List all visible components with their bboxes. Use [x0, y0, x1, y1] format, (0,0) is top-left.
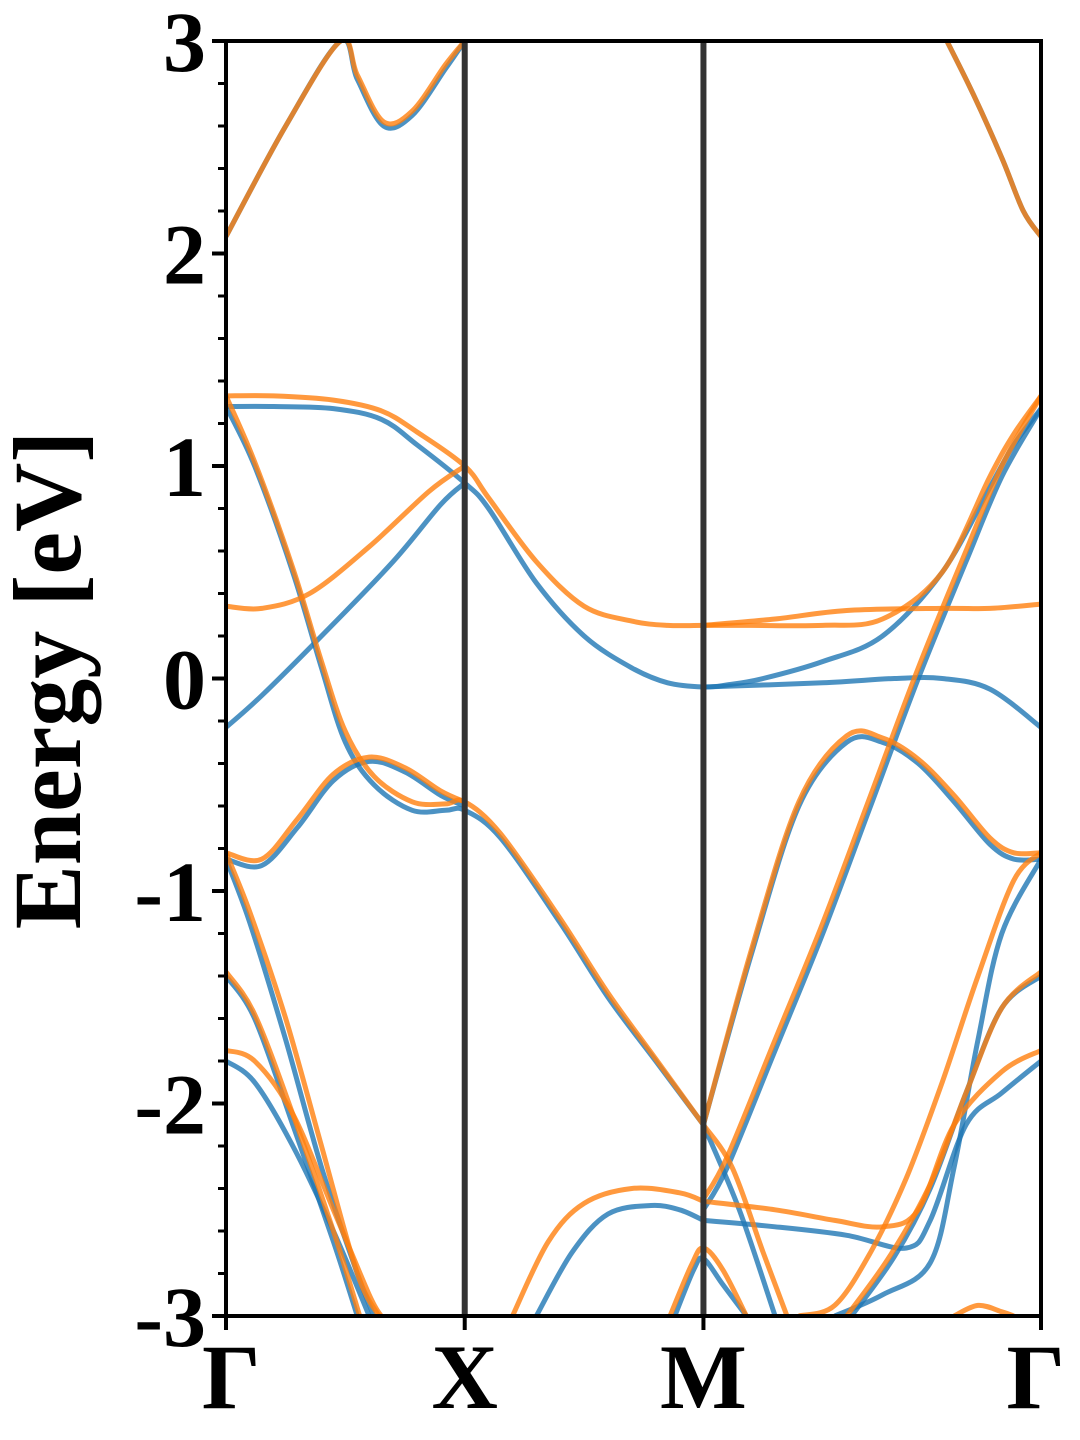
band-line-series-0-band-0	[226, 41, 467, 238]
band-line-series-1-band-13	[703, 1048, 1041, 1230]
band-line-series-1-band-0	[226, 41, 467, 238]
y-tick-label-2: -1	[134, 844, 206, 940]
band-line-series-1-band-4	[703, 601, 1041, 628]
band-line-series-0-band-6	[226, 758, 466, 870]
band-line-series-0-band-8	[701, 407, 1041, 1212]
band-line-series-1-band-7	[700, 728, 1041, 1126]
y-axis-label: Energy [eV]	[0, 431, 101, 930]
band-line-series-0-band-2	[226, 403, 1041, 690]
band-line-series-0-band-4	[703, 675, 1041, 730]
band-line-series-1-band-1	[944, 41, 1041, 238]
band-line-series-1-band-2	[226, 393, 1041, 629]
bands-layer	[226, 41, 1041, 1316]
band-line-series-1-band-15	[701, 1123, 790, 1316]
band-line-series-0-band-12	[534, 1202, 705, 1316]
band-line-series-1-band-8	[701, 394, 1041, 1201]
band-line-series-1-band-12	[510, 1185, 705, 1316]
band-line-series-1-band-11	[226, 1047, 384, 1316]
y-tick-label-6: 3	[163, 0, 206, 90]
band-line-series-0-band-13	[703, 1059, 1041, 1251]
band-line-series-0-band-15	[701, 1123, 778, 1316]
y-tick-label-3: 0	[163, 632, 206, 728]
y-tick-label-4: 1	[163, 419, 206, 515]
band-line-series-0-band-17	[833, 857, 1041, 1316]
kpoint-lines	[461, 41, 707, 1316]
band-line-series-1-band-6	[226, 754, 466, 864]
band-line-series-1-band-3	[226, 463, 467, 612]
y-axis-ticks: -3 -2 -1 0 1 2 3	[134, 0, 226, 1365]
y-tick-label-5: 2	[163, 207, 206, 303]
band-line-series-0-band-3	[226, 481, 467, 730]
y-tick-label-1: -2	[134, 1057, 206, 1153]
x-tick-label-1: X	[431, 1326, 497, 1428]
band-line-series-0-band-11	[226, 1058, 372, 1316]
y-tick-label-0: -3	[134, 1269, 206, 1365]
band-line-series-1-band-16	[844, 969, 1041, 1316]
x-tick-label-0: Γ	[202, 1326, 261, 1428]
band-line-series-1-band-9	[226, 851, 382, 1316]
band-line-series-1-band-5	[226, 394, 706, 1127]
band-line-series-1-band-17	[798, 850, 1041, 1316]
x-tick-label-3: Γ	[1006, 1326, 1065, 1428]
band-line-series-0-band-14	[672, 1255, 749, 1316]
x-tick-label-2: M	[660, 1326, 747, 1428]
